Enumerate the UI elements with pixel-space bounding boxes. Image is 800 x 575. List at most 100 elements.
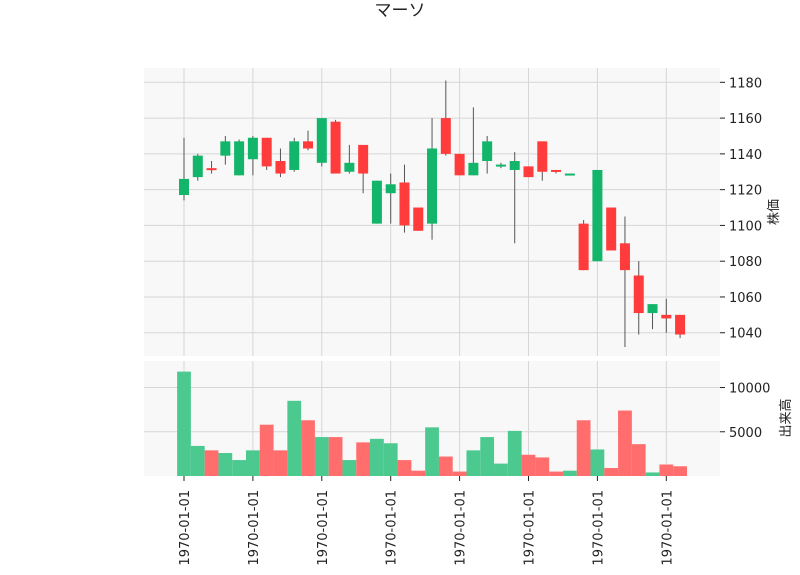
volume-bar — [521, 454, 536, 476]
candle — [606, 207, 617, 251]
candle-body — [316, 118, 327, 163]
volume-bar — [370, 438, 384, 476]
x-tick-label: 1970-01-01 — [591, 490, 606, 566]
volume-bar — [480, 437, 495, 476]
candle-body — [564, 173, 575, 176]
volume-bar — [659, 464, 674, 476]
candle-body — [537, 141, 548, 172]
candle — [399, 164, 410, 233]
candle — [537, 141, 548, 181]
x-tick-label: 1970-01-01 — [523, 490, 538, 566]
price-axis-label: 株価 — [767, 199, 782, 225]
candle-body — [592, 169, 603, 262]
candle-body — [509, 161, 520, 170]
x-tick-label: 1970-01-01 — [454, 490, 469, 566]
candle-body — [179, 178, 189, 196]
price-tick-label: 1040 — [729, 327, 762, 342]
volume-bar — [507, 430, 522, 476]
chart-title: マーソ — [375, 1, 426, 21]
volume-bar — [383, 443, 398, 476]
volume-bar — [232, 460, 247, 476]
volume-bar — [328, 437, 343, 476]
candle — [482, 135, 493, 174]
candle — [385, 173, 396, 224]
candle — [675, 314, 686, 339]
candle — [440, 80, 451, 156]
volume-axis-label: 出来高 — [778, 398, 794, 437]
candle — [247, 135, 258, 176]
candle — [427, 118, 438, 240]
candle — [592, 169, 603, 262]
candle-body — [578, 223, 589, 271]
candle-body — [606, 207, 617, 251]
volume-bar — [204, 450, 219, 476]
candle — [564, 173, 575, 176]
candle-body — [675, 314, 686, 335]
volume-bar — [549, 471, 563, 476]
price-tick-label: 1100 — [729, 219, 762, 234]
candle-body — [275, 161, 286, 174]
candle-body — [206, 168, 217, 171]
candle — [661, 298, 672, 333]
candle — [330, 119, 341, 174]
candle — [316, 118, 327, 167]
candle-body — [371, 180, 382, 224]
candle — [619, 216, 630, 348]
candle — [633, 261, 644, 335]
price-tick-label: 1140 — [729, 148, 762, 163]
price-tick-label: 1160 — [729, 112, 762, 127]
volume-bar — [246, 450, 260, 476]
candle — [206, 161, 217, 174]
volume-bar — [494, 463, 508, 476]
volume-bar — [425, 427, 439, 476]
candle — [468, 107, 479, 176]
candle-body — [413, 207, 424, 231]
candle-body — [330, 121, 341, 174]
volume-bar — [397, 460, 412, 476]
candle — [303, 130, 314, 151]
x-tick-label: 1970-01-01 — [247, 490, 262, 566]
candle-body — [495, 164, 506, 167]
candle — [523, 166, 534, 178]
candle — [578, 220, 589, 271]
price-tick-label: 1060 — [729, 291, 762, 306]
candle — [289, 137, 300, 172]
candle — [551, 169, 562, 174]
x-tick-label: 1970-01-01 — [316, 490, 331, 566]
candles — [179, 80, 686, 348]
candle-body — [619, 243, 630, 271]
volume-bar — [259, 424, 274, 476]
volume-bar — [562, 470, 577, 476]
volume-bar — [273, 450, 288, 476]
volume-bar — [190, 445, 205, 476]
volume-bar — [177, 371, 191, 476]
candle-body — [247, 137, 258, 160]
price-tick-label: 1120 — [729, 184, 762, 199]
candle-body — [440, 118, 451, 154]
candle — [344, 144, 355, 174]
volume-bar — [452, 471, 467, 476]
candle-body — [192, 155, 203, 178]
volume-bar — [645, 472, 660, 476]
candle-body — [633, 275, 644, 314]
candle-body — [482, 141, 493, 162]
volume-bar — [590, 449, 605, 476]
volume-bar — [301, 420, 315, 476]
candle — [179, 137, 189, 201]
volume-bar — [356, 442, 371, 476]
candle — [234, 139, 245, 176]
candle — [495, 162, 506, 169]
candle-body — [647, 304, 658, 314]
volume-bar — [342, 460, 357, 476]
volume-bar — [438, 456, 453, 476]
axes: 1040 1060 1080 1100 1120 1140 1160 1180 5000 1000… — [178, 76, 770, 565]
candle — [261, 137, 272, 170]
candle-body — [220, 141, 231, 156]
candle-body — [551, 169, 562, 172]
volume-bar — [218, 453, 233, 476]
volume-bar — [411, 470, 426, 476]
price-tick-label: 1180 — [729, 76, 762, 91]
volume-bar — [466, 450, 481, 476]
candle-body — [358, 144, 369, 174]
